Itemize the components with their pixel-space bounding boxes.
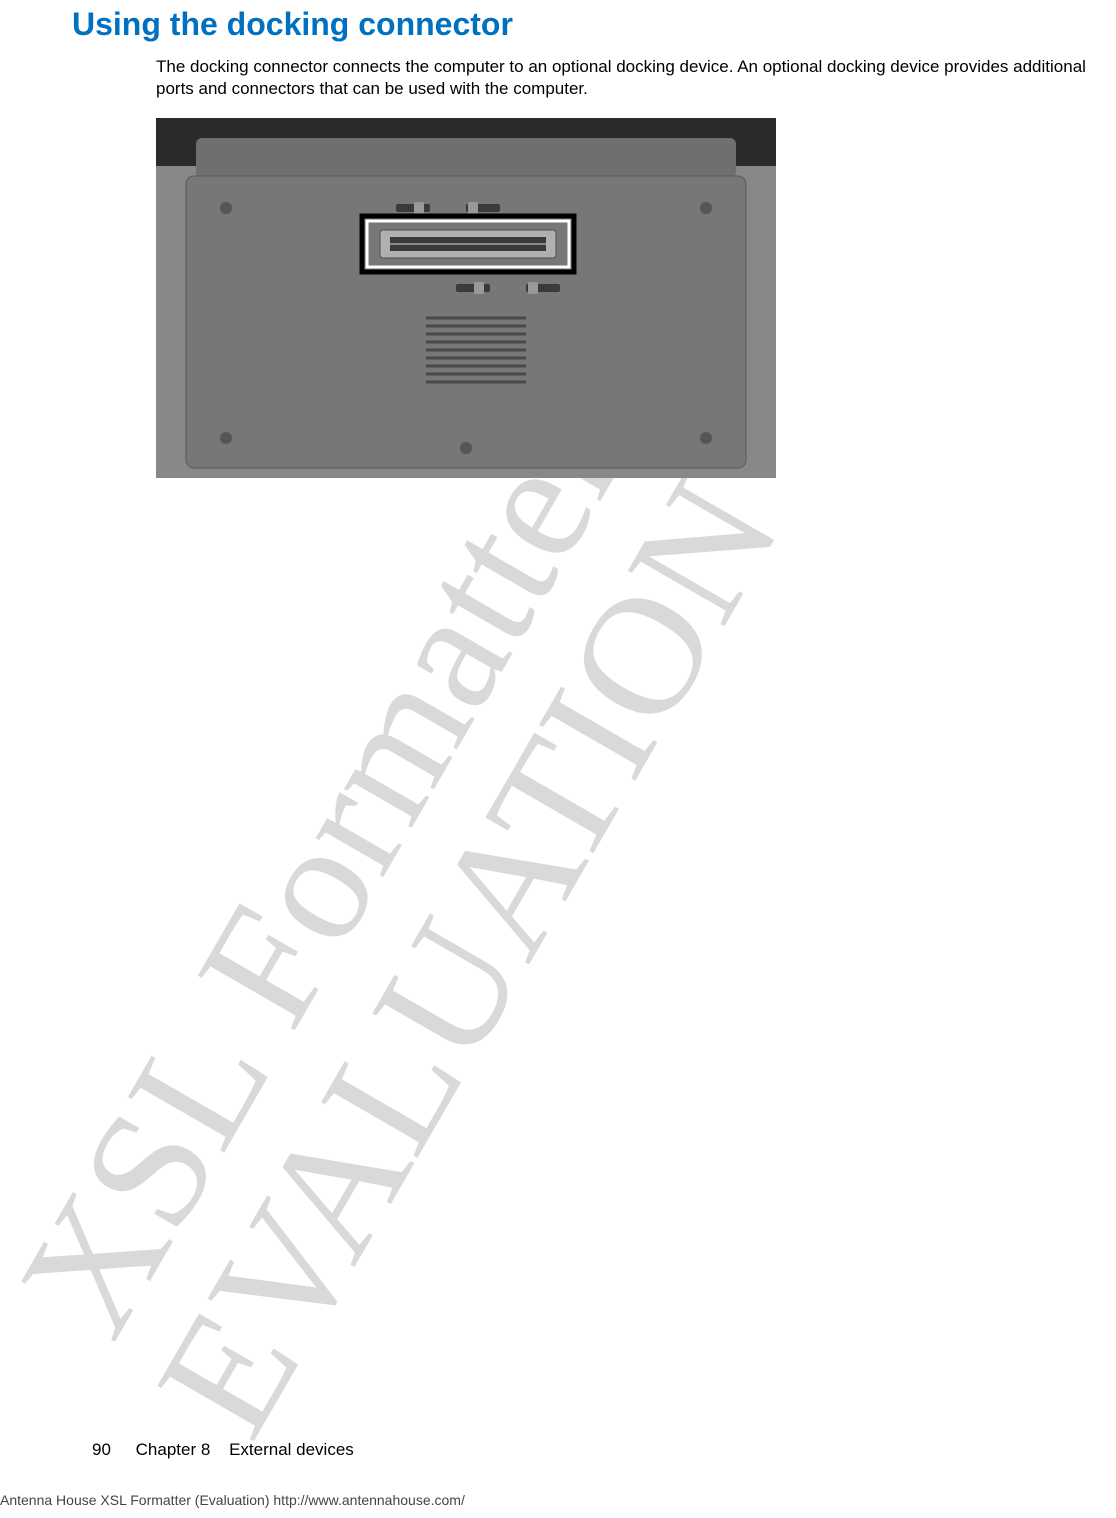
- watermark-line1: XSL Formatter: [0, 379, 659, 1363]
- page-heading: Using the docking connector: [72, 6, 513, 43]
- body-paragraph: The docking connector connects the compu…: [156, 56, 1106, 100]
- watermark-line2: EVALUATION: [120, 449, 815, 1464]
- evaluation-footer: Antenna House XSL Formatter (Evaluation)…: [0, 1492, 465, 1508]
- chapter-title: External devices: [229, 1440, 354, 1459]
- page-footer: 90 Chapter 8 External devices: [92, 1440, 354, 1460]
- page: XSL Formatter EVALUATION Using the docki…: [0, 0, 1116, 1518]
- page-number: 90: [92, 1440, 111, 1460]
- chapter-label: Chapter 8: [136, 1440, 211, 1460]
- docking-connector-figure: [156, 118, 776, 478]
